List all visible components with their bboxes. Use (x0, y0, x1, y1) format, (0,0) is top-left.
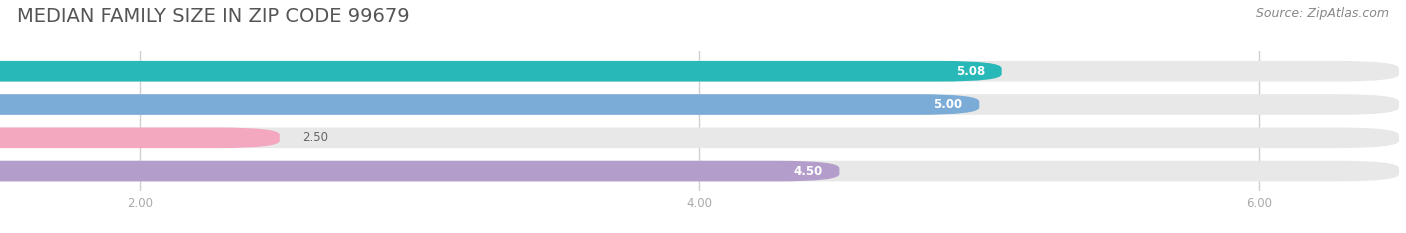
FancyBboxPatch shape (0, 161, 839, 182)
Text: Source: ZipAtlas.com: Source: ZipAtlas.com (1256, 7, 1389, 20)
Text: 2.50: 2.50 (302, 131, 328, 144)
FancyBboxPatch shape (0, 127, 280, 148)
Text: 5.00: 5.00 (934, 98, 963, 111)
FancyBboxPatch shape (0, 61, 1001, 82)
FancyBboxPatch shape (0, 94, 980, 115)
FancyBboxPatch shape (0, 161, 1399, 182)
Text: 4.50: 4.50 (793, 164, 823, 178)
Text: MEDIAN FAMILY SIZE IN ZIP CODE 99679: MEDIAN FAMILY SIZE IN ZIP CODE 99679 (17, 7, 409, 26)
Text: 5.08: 5.08 (956, 65, 984, 78)
FancyBboxPatch shape (0, 61, 1399, 82)
FancyBboxPatch shape (0, 94, 1399, 115)
FancyBboxPatch shape (0, 127, 1399, 148)
